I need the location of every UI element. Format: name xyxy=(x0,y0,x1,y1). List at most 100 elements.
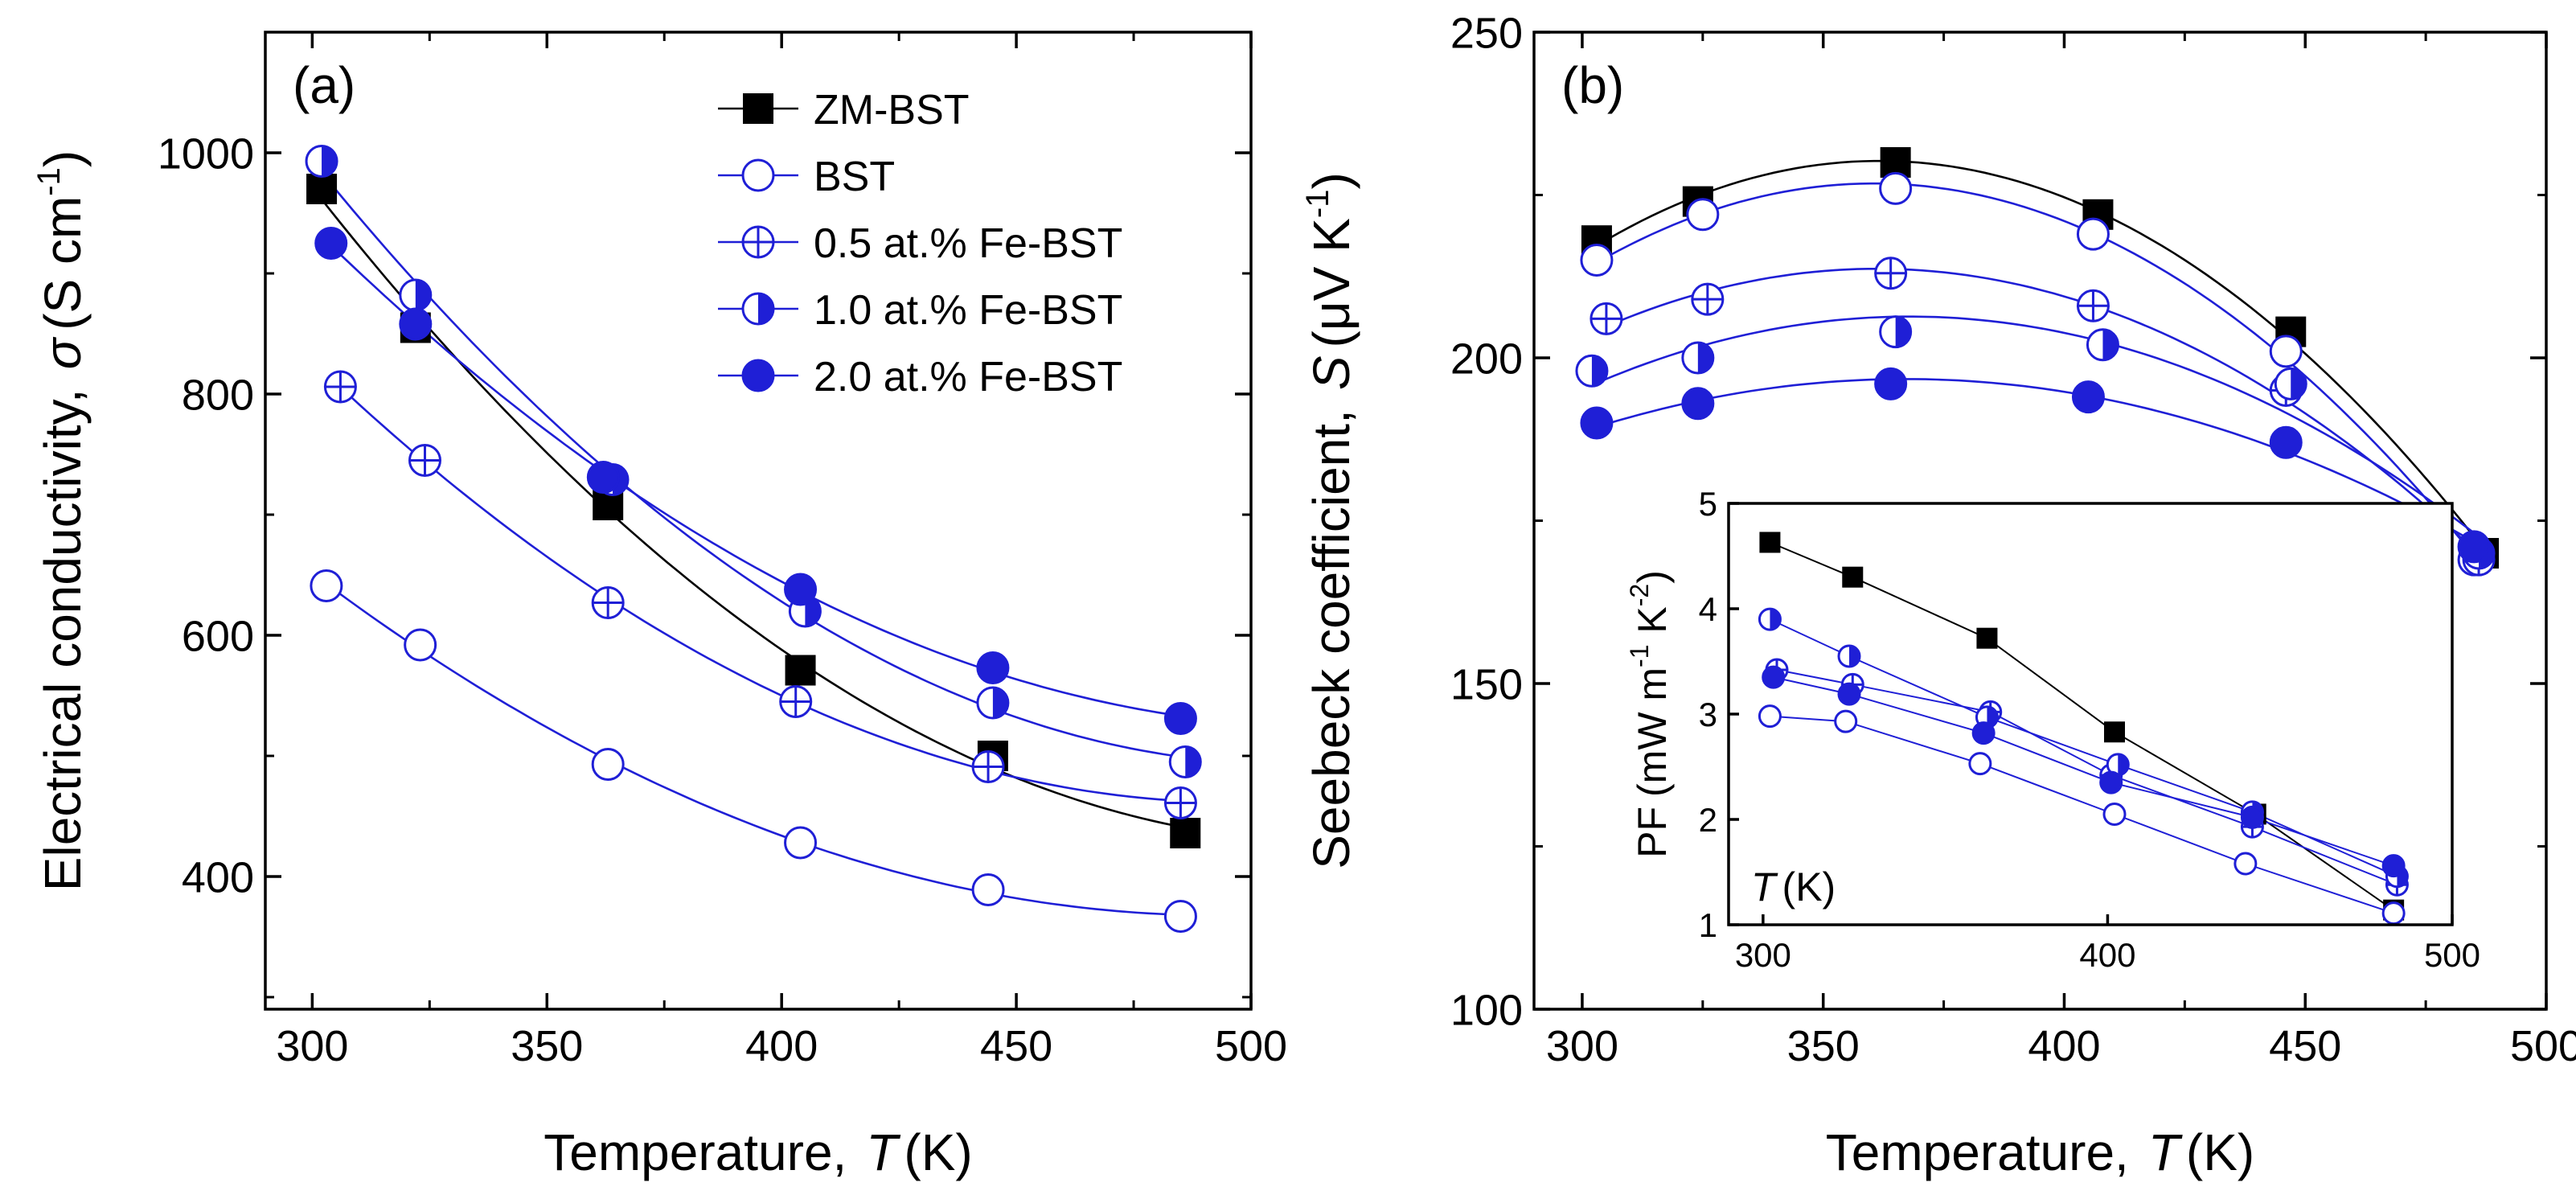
curves xyxy=(321,171,1186,916)
point-s3-2 xyxy=(1879,315,1913,349)
legend-label: 1.0 at.% Fe-BST xyxy=(814,287,1122,334)
point-s1-5 xyxy=(2381,901,2406,926)
y-tick-label: 800 xyxy=(182,371,254,419)
point-s4-4 xyxy=(2269,425,2303,459)
point-s1-2 xyxy=(591,748,625,781)
panel-inset: 300 400 500 1 2 3 4 5 PF(mW m-1 K-2) T (K) xyxy=(1625,485,2480,974)
point-s1-3 xyxy=(2076,217,2110,251)
y-tick-label: 400 xyxy=(182,853,254,901)
point-s3-5 xyxy=(1168,745,1202,778)
point-s1-0 xyxy=(1580,244,1614,277)
y-tick-label: 200 xyxy=(1450,335,1523,383)
point-s2-1 xyxy=(1691,282,1725,316)
point-s4-5 xyxy=(2381,854,2406,878)
y-tick-label: 1000 xyxy=(158,129,254,178)
series-line-4 xyxy=(330,244,1181,717)
point-s1-4 xyxy=(971,873,1005,906)
markers xyxy=(1758,532,2409,926)
x-tick-label: 500 xyxy=(1215,1022,1287,1070)
legend-marker xyxy=(741,292,775,326)
point-s4-1 xyxy=(1837,682,1861,706)
legend-marker xyxy=(741,158,775,192)
legend-item: BST xyxy=(718,154,895,200)
point-s1-1 xyxy=(404,628,437,662)
markers xyxy=(1575,147,2500,577)
point-s2-1 xyxy=(408,444,441,477)
legend-item: 1.0 at.% Fe-BST xyxy=(718,287,1122,334)
series-line-1 xyxy=(1770,715,2394,914)
point-s1-3 xyxy=(2102,802,2127,826)
legend-label: 2.0 at.% Fe-BST xyxy=(814,354,1122,400)
point-s2-2 xyxy=(591,586,625,619)
legend-label: BST xyxy=(814,154,895,200)
y-tick-label: 250 xyxy=(1450,9,1523,57)
point-s4-1 xyxy=(399,307,433,341)
point-s3-1 xyxy=(1837,644,1861,668)
x-tick-label: 300 xyxy=(1735,936,1791,974)
series-line-2 xyxy=(1606,268,2480,556)
point-s3-4 xyxy=(976,686,1010,720)
ticks: 300 400 500 1 2 3 4 5 xyxy=(1699,485,2480,974)
y-tick-label: 100 xyxy=(1450,986,1523,1034)
point-s4-5 xyxy=(2457,530,2491,564)
x-tick-label: 450 xyxy=(2269,1022,2341,1070)
panel-label: (b) xyxy=(1561,56,1624,114)
point-s4-2 xyxy=(586,461,620,494)
y-tick-label: 150 xyxy=(1450,660,1523,708)
point-s2-5 xyxy=(1163,786,1197,819)
point-s3-1 xyxy=(399,278,433,312)
y-tick-label: 1 xyxy=(1699,906,1717,944)
x-tick-label: 400 xyxy=(745,1022,818,1070)
point-s2-3 xyxy=(779,685,813,718)
series-line-2 xyxy=(1776,669,2398,886)
legend-item: 2.0 at.% Fe-BST xyxy=(718,354,1122,400)
series-line-0 xyxy=(321,199,1186,829)
x-tick-label: 500 xyxy=(2510,1022,2576,1070)
point-s0-3 xyxy=(785,655,816,686)
point-s4-5 xyxy=(1163,702,1197,735)
legend-marker xyxy=(743,93,773,124)
point-s1-0 xyxy=(1758,704,1782,729)
x-tick-label: 450 xyxy=(980,1022,1052,1070)
legend-label: ZM-BST xyxy=(814,87,970,133)
point-s4-3 xyxy=(784,573,818,606)
point-s3-3 xyxy=(2086,328,2119,362)
point-s4-0 xyxy=(314,227,348,260)
x-axis-label: Temperature, T (K) xyxy=(544,1123,972,1181)
point-s3-0 xyxy=(305,145,338,178)
point-s2-2 xyxy=(1874,257,1908,290)
legend: ZM-BST BST 0.5 at.% Fe-BST 1.0 at.% Fe-BST 2… xyxy=(718,87,1122,400)
series-line-1 xyxy=(326,582,1181,916)
point-s0-1 xyxy=(1842,566,1864,588)
point-s1-5 xyxy=(1163,900,1197,933)
curves xyxy=(1769,541,2398,914)
point-s3-4 xyxy=(2274,367,2307,400)
x-tick-label: 300 xyxy=(276,1022,348,1070)
point-s1-2 xyxy=(1879,171,1913,205)
point-s0-0 xyxy=(1759,532,1781,553)
series-line-3 xyxy=(321,171,1186,759)
point-s2-4 xyxy=(971,750,1005,783)
point-s4-1 xyxy=(1681,387,1715,421)
y-axis-label: Seebeck coefficient,S(μV K-1) xyxy=(1300,172,1360,869)
point-s2-0 xyxy=(1589,302,1623,335)
series-line-4 xyxy=(1773,676,2394,867)
point-s4-3 xyxy=(2071,380,2105,414)
y-tick-label: 3 xyxy=(1699,696,1717,733)
point-s1-1 xyxy=(1686,198,1720,232)
x-tick-label: 300 xyxy=(1546,1022,1618,1070)
ticks: 300 350 400 450 500 100 150 200 250 xyxy=(1450,9,2576,1070)
point-s4-4 xyxy=(2240,805,2264,829)
series-line-3 xyxy=(1769,618,2398,877)
inset-x-axis-label: T (K) xyxy=(1751,864,1836,909)
point-s3-1 xyxy=(1681,341,1715,375)
x-tick-label: 400 xyxy=(2079,936,2135,974)
point-s2-3 xyxy=(2076,289,2110,322)
point-s4-2 xyxy=(1874,367,1908,400)
x-tick-label: 400 xyxy=(2028,1022,2100,1070)
point-s4-4 xyxy=(976,651,1010,684)
point-s3-0 xyxy=(1758,607,1782,631)
point-s1-1 xyxy=(1834,709,1858,733)
series-line-3 xyxy=(1591,315,2480,538)
